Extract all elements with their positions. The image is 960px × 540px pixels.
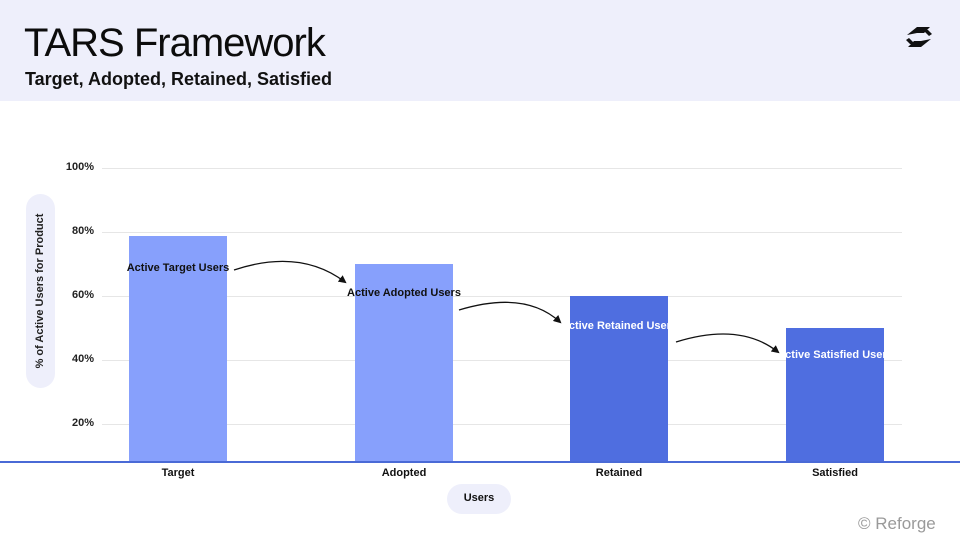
- y-tick-80: 80%: [71, 225, 94, 237]
- y-tick-20: 20%: [71, 417, 94, 429]
- header: TARS Framework Target, Adopted, Retained…: [0, 0, 960, 101]
- bar-target: [129, 236, 227, 462]
- x-axis-label: Users: [463, 492, 495, 504]
- page-subtitle: Target, Adopted, Retained, Satisfied: [25, 69, 333, 89]
- arrow-retained-to-satisfied: [675, 333, 780, 354]
- y-tick-60: 60%: [71, 289, 94, 301]
- x-tick-satisfied: Satisfied: [812, 467, 858, 479]
- bar-retained: [570, 296, 668, 462]
- bar-label-target: Active Target Users: [126, 262, 230, 274]
- reforge-logo-icon: [906, 27, 932, 47]
- x-tick-retained: Retained: [595, 467, 643, 479]
- x-axis-label-pill: [447, 484, 511, 514]
- x-tick-target: Target: [161, 467, 195, 479]
- arrow-adopted-to-retained: [458, 301, 562, 324]
- x-tick-adopted: Adopted: [381, 467, 427, 479]
- bar-label-satisfied: Active Satisfied Users: [777, 349, 893, 361]
- gridline-60: [102, 296, 902, 297]
- gridline-40: [102, 360, 902, 361]
- gridline-100: [102, 168, 902, 169]
- bar-label-retained: Active Retained Users: [560, 320, 678, 332]
- arrow-target-to-adopted: [233, 260, 347, 284]
- y-tick-40: 40%: [71, 353, 94, 365]
- gridline-20: [102, 424, 902, 425]
- bar-label-adopted: Active Adopted Users: [347, 287, 461, 299]
- bar-satisfied: [786, 328, 884, 462]
- page-title: TARS Framework: [24, 21, 326, 65]
- y-tick-100: 100%: [65, 161, 94, 173]
- gridline-80: [102, 232, 902, 233]
- y-axis-label: % of Active Users for Product: [34, 213, 46, 369]
- y-axis-label-pill: [26, 194, 55, 388]
- x-axis-line: [0, 461, 960, 463]
- copyright-text: © Reforge: [858, 514, 936, 533]
- bar-adopted: [355, 264, 453, 462]
